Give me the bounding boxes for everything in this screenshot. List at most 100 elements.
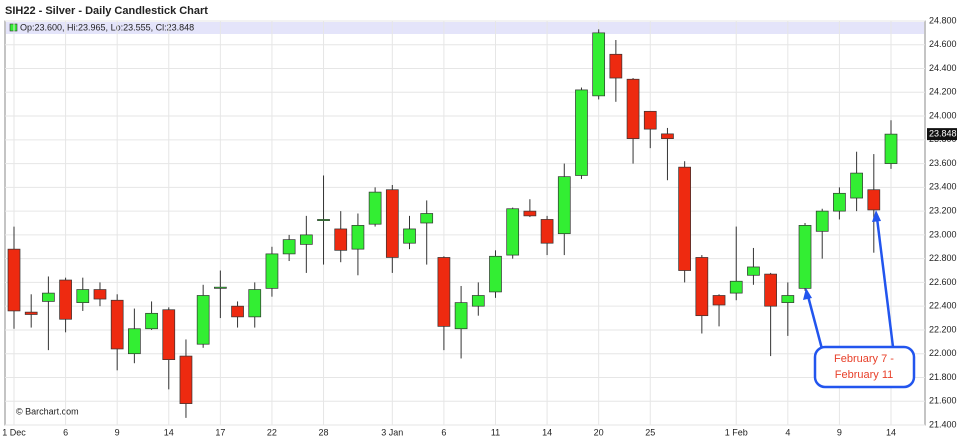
- x-tick-label: 1 Dec: [2, 427, 26, 437]
- candle-body: [575, 89, 588, 176]
- candle-body: [128, 328, 141, 355]
- x-tick-label: 14: [164, 427, 174, 437]
- candle-body: [76, 289, 90, 303]
- x-tick-label: 25: [645, 427, 655, 437]
- candle-body: [385, 189, 399, 258]
- candle-body: [506, 208, 520, 256]
- candle-body: [7, 248, 21, 312]
- candle-body: [815, 210, 829, 232]
- candle-body: [334, 228, 348, 251]
- last-price-box: [927, 128, 957, 141]
- candle-body: [231, 305, 244, 318]
- candle-body: [59, 279, 72, 320]
- candle-body: [833, 192, 846, 212]
- y-tick-label: 23.000: [929, 229, 957, 239]
- y-tick-label: 23.400: [929, 182, 957, 192]
- candle-body: [489, 255, 502, 293]
- candle-body: [437, 257, 451, 327]
- candle-body: [471, 295, 485, 307]
- candle-body: [93, 289, 107, 300]
- x-tick-label: 4: [785, 427, 790, 437]
- y-tick-label: 24.600: [929, 39, 957, 49]
- x-tick-label: 6: [441, 427, 446, 437]
- credit: © Barchart.com: [16, 406, 79, 416]
- info-band: [6, 22, 924, 34]
- candle-body: [557, 176, 571, 235]
- candle-body: [523, 210, 537, 217]
- candle-body: [867, 189, 881, 211]
- candle-body: [729, 280, 743, 294]
- y-tick-label: 22.200: [929, 324, 957, 334]
- candle-body: [196, 295, 210, 345]
- candle-body: [265, 253, 279, 289]
- candle-body: [712, 295, 726, 306]
- candle-body: [592, 32, 606, 97]
- candle-body: [850, 172, 863, 199]
- x-tick-label: 3 Jan: [381, 427, 403, 437]
- candle-body: [643, 110, 657, 130]
- x-tick-label: 9: [837, 427, 842, 437]
- candles: [7, 29, 898, 418]
- arrow: [806, 295, 824, 350]
- x-tick-label: 6: [63, 427, 68, 437]
- candle-body: [403, 228, 416, 244]
- annotation: February 7 - February 11: [803, 210, 916, 389]
- candle-body: [781, 295, 795, 303]
- candle-body: [884, 133, 898, 164]
- arrow-head: [872, 210, 881, 222]
- annotation-text: February 7 -: [834, 353, 894, 365]
- candle-body: [248, 289, 262, 318]
- y-tick-label: 22.400: [929, 301, 957, 311]
- y-tick-label: 22.800: [929, 253, 957, 263]
- candle-body: [145, 312, 158, 330]
- candle-body: [420, 213, 434, 224]
- candle-body: [695, 257, 709, 317]
- candle-body: [162, 309, 176, 360]
- candle-body: [317, 219, 330, 221]
- x-tick-label: 14: [542, 427, 552, 437]
- y-tick-label: 22.600: [929, 277, 957, 287]
- candle-body: [299, 234, 313, 245]
- y-tick-label: 23.200: [929, 205, 957, 215]
- x-tick-label: 17: [215, 427, 225, 437]
- y-tick-label: 24.000: [929, 110, 957, 120]
- y-tick-label: 24.400: [929, 63, 957, 73]
- x-tick-label: 9: [115, 427, 120, 437]
- candle-body: [24, 311, 38, 315]
- x-tick-label: 28: [319, 427, 329, 437]
- candle-body: [798, 225, 812, 289]
- candle-body: [661, 133, 674, 139]
- annotation-text: February 11: [835, 369, 894, 381]
- candle-body: [747, 266, 760, 276]
- info-text: Op:23.600, Hi:23.965, Lo:23.555, Cl:23.8…: [20, 22, 194, 32]
- x-tick-label: 1 Feb: [725, 427, 748, 437]
- candle-body: [540, 219, 554, 244]
- y-tick-label: 24.200: [929, 87, 957, 97]
- candle-body: [351, 225, 365, 250]
- x-tick-label: 20: [594, 427, 604, 437]
- x-tick-label: 14: [886, 427, 896, 437]
- chart-title: SIH22 - Silver - Daily Candlestick Chart: [5, 5, 208, 17]
- candle-body: [764, 273, 777, 307]
- plot-area: [4, 20, 926, 426]
- candle-body: [110, 299, 124, 350]
- candle-body: [626, 78, 640, 139]
- x-tick-label: 22: [267, 427, 277, 437]
- last-price-label: 23.848: [929, 128, 957, 138]
- candle-body: [609, 53, 623, 79]
- candle-body: [678, 166, 691, 271]
- x-tick-label: 11: [491, 427, 500, 437]
- y-tick-label: 21.600: [929, 396, 957, 406]
- y-tick-label: 21.800: [929, 372, 957, 382]
- annotation-box: [813, 345, 916, 389]
- arrow-head: [803, 288, 812, 300]
- candle-body: [368, 191, 382, 225]
- candle-body: [454, 302, 468, 330]
- y-tick-label: 24.800: [929, 15, 957, 25]
- y-tick-label: 23.600: [929, 158, 957, 168]
- candle-body: [42, 292, 55, 302]
- arrow: [875, 217, 895, 348]
- candle-body: [282, 239, 296, 255]
- candle-body: [179, 355, 193, 404]
